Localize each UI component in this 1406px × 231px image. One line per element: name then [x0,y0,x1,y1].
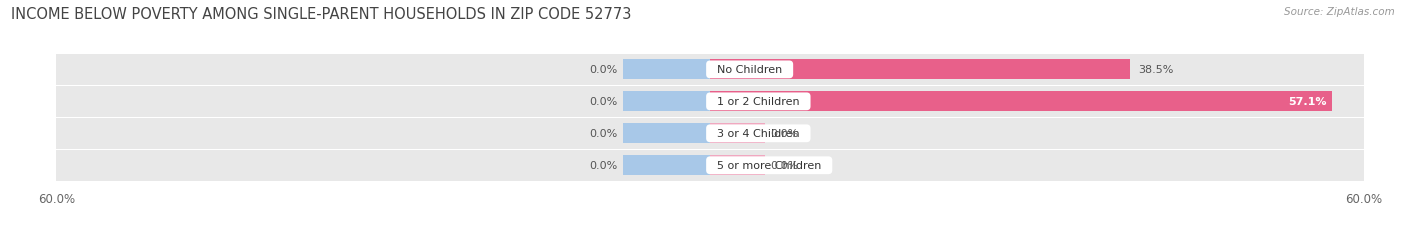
Bar [56,119,1364,149]
Text: 5 or more Children: 5 or more Children [710,161,828,170]
Bar [710,60,1129,80]
Bar [710,156,765,175]
Text: 0.0%: 0.0% [589,161,617,170]
Text: 38.5%: 38.5% [1139,65,1174,75]
Text: 0.0%: 0.0% [589,65,617,75]
Bar [623,124,710,144]
Bar [56,55,1364,85]
Text: 3 or 4 Children: 3 or 4 Children [710,129,807,139]
Text: Source: ZipAtlas.com: Source: ZipAtlas.com [1284,7,1395,17]
Bar [56,87,1364,117]
Bar [710,124,765,144]
Text: INCOME BELOW POVERTY AMONG SINGLE-PARENT HOUSEHOLDS IN ZIP CODE 52773: INCOME BELOW POVERTY AMONG SINGLE-PARENT… [11,7,631,22]
Bar [623,60,710,80]
Text: 0.0%: 0.0% [589,129,617,139]
Bar [710,92,1333,112]
Bar [56,150,1364,181]
Text: 0.0%: 0.0% [770,129,799,139]
Bar [623,92,710,112]
Text: 0.0%: 0.0% [589,97,617,107]
Text: No Children: No Children [710,65,789,75]
Bar [623,156,710,175]
Text: 1 or 2 Children: 1 or 2 Children [710,97,807,107]
Text: 57.1%: 57.1% [1288,97,1327,107]
Text: 0.0%: 0.0% [770,161,799,170]
